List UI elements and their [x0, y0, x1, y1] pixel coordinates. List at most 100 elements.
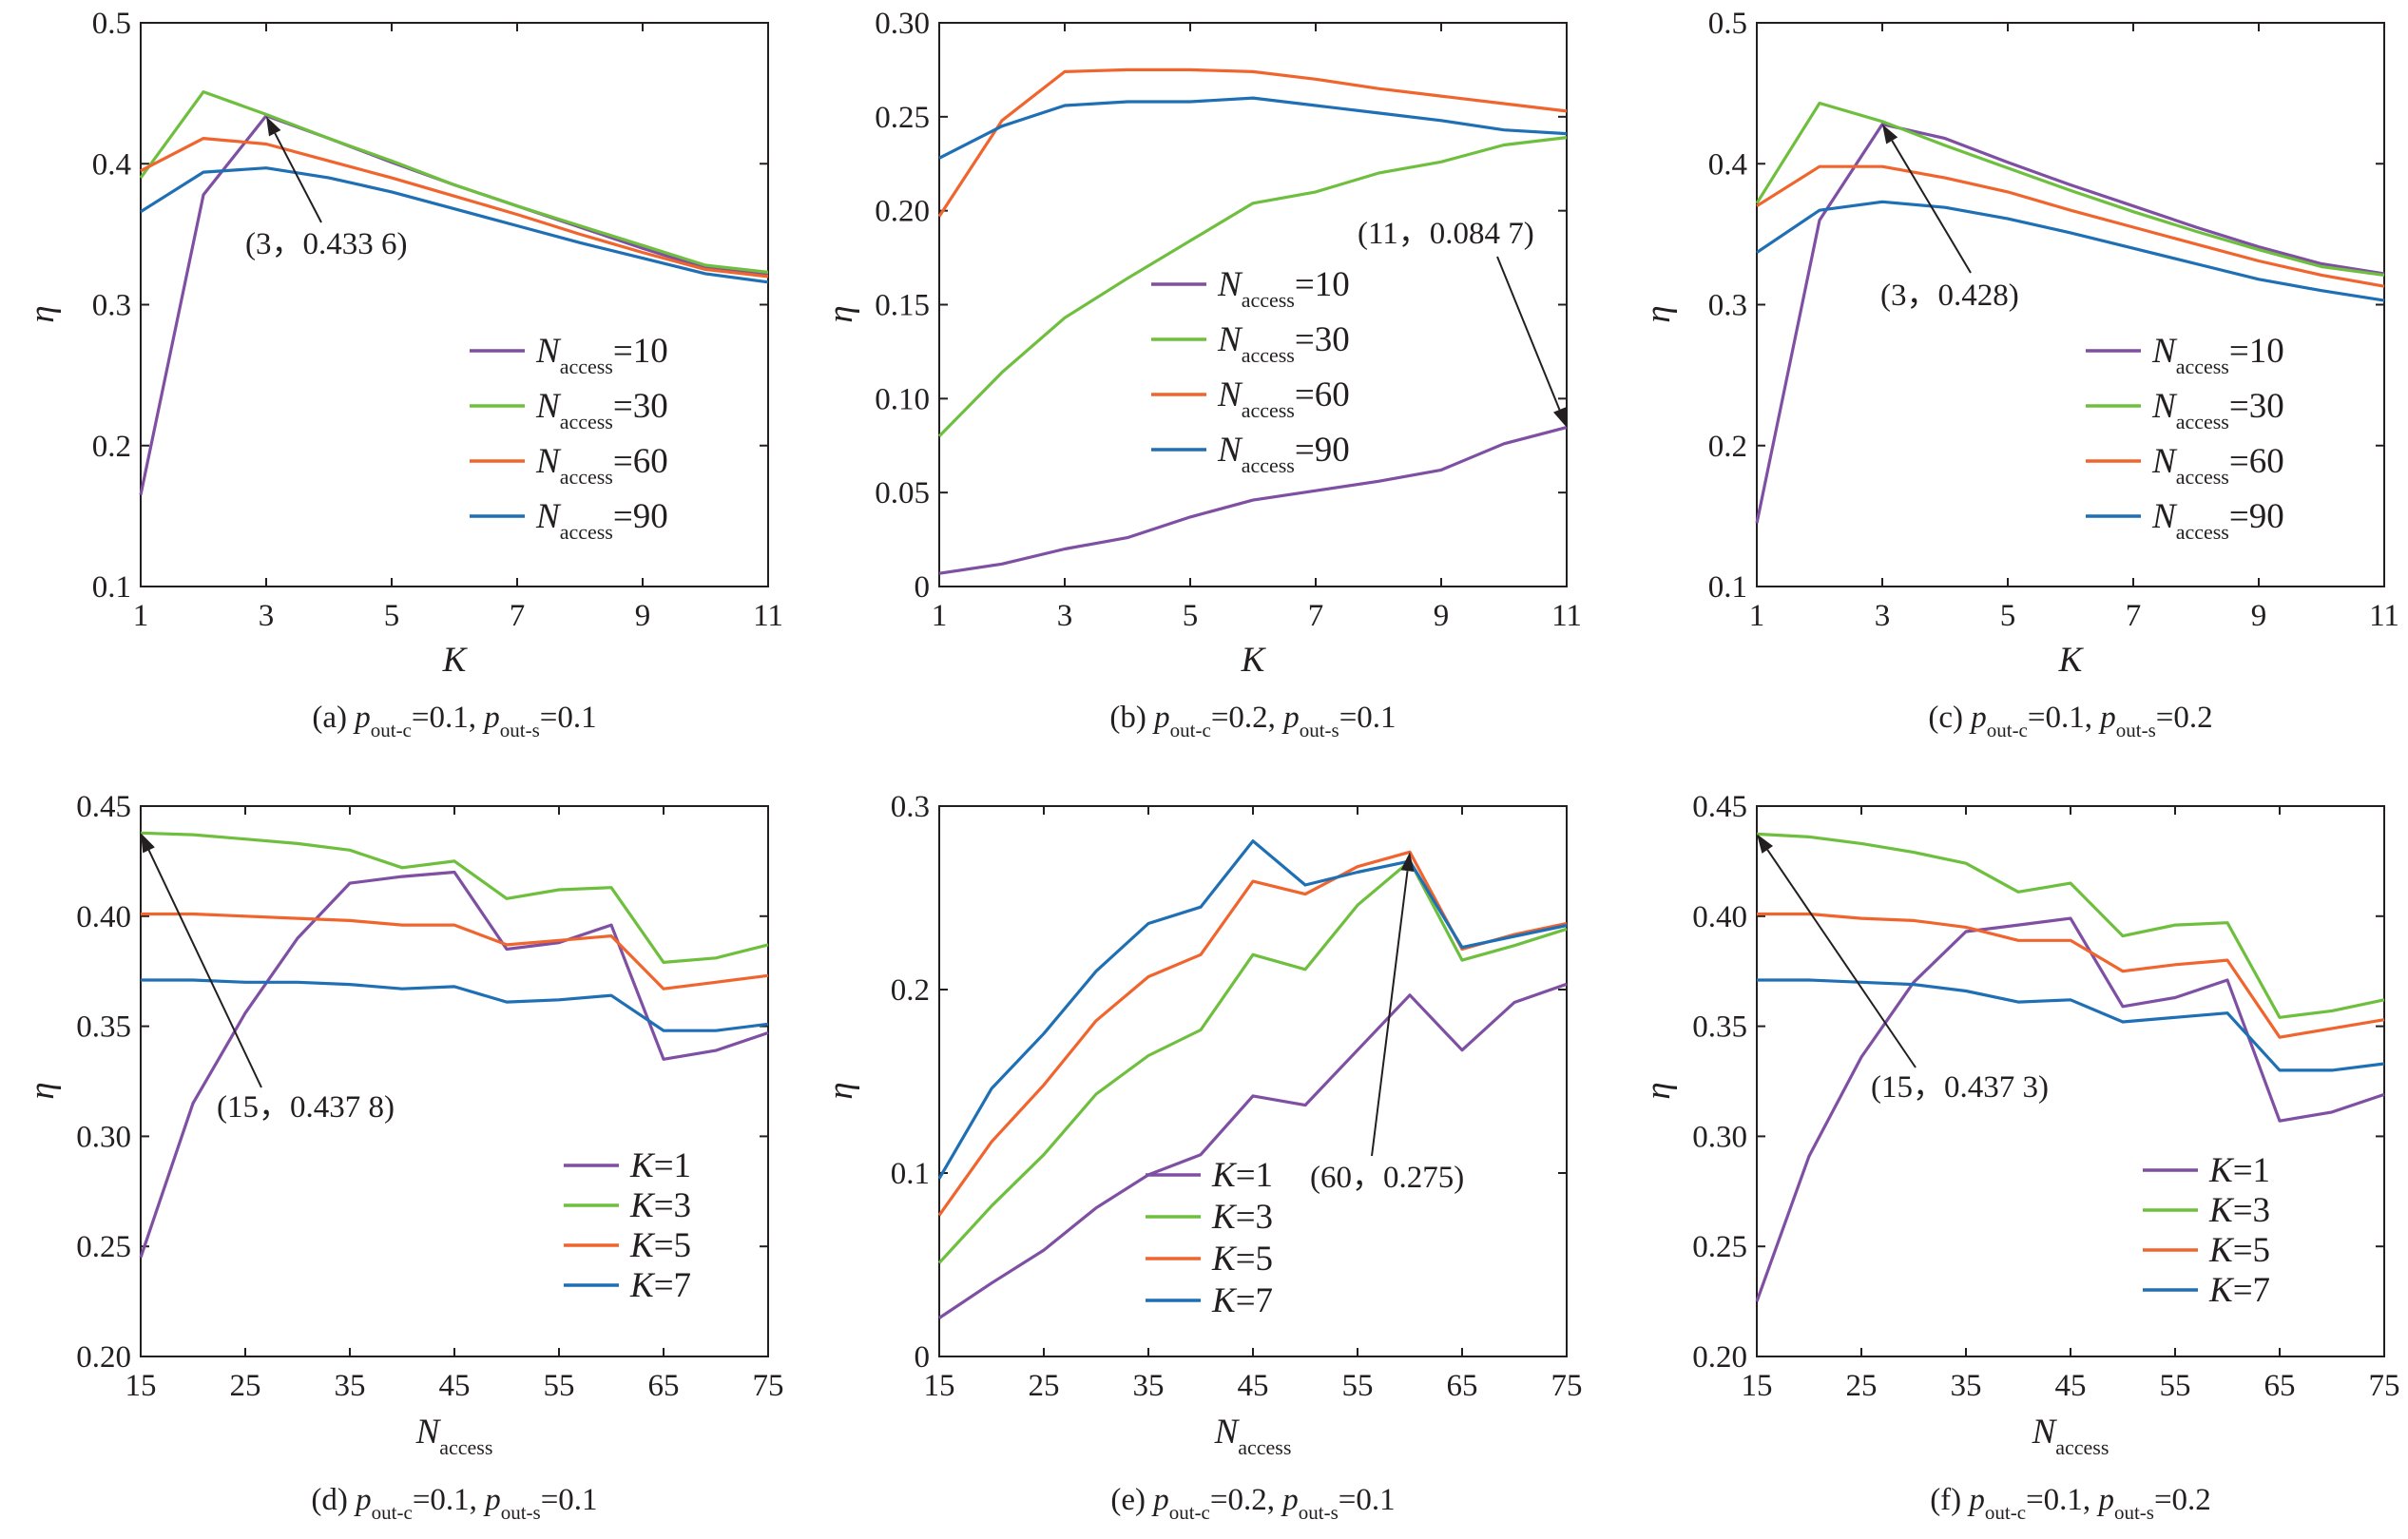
y-tick-label: 0.20: [76, 1340, 131, 1375]
plot-frame: [1756, 22, 2385, 587]
caption-sub: out-s: [2114, 1501, 2154, 1524]
legend-value: =90: [1295, 431, 1350, 470]
y-axis-label: η: [1639, 1082, 1678, 1099]
y-tick-label: 0.5: [92, 7, 131, 41]
chart-panel-c: 1 3 5 7 9 110.10.20.30.40.5KηNaccess=10Nacces…: [1639, 7, 2399, 741]
annotation-arrow-head: [1757, 834, 1774, 854]
caption-p: p: [354, 1483, 372, 1517]
x-axis-label-sub: access: [2055, 1435, 2109, 1459]
x-tick-label: 15: [924, 1369, 955, 1403]
annotation-arrow-line: [1371, 870, 1409, 1157]
legend-var: N: [1217, 375, 1243, 414]
x-tick-label: 25: [1029, 1369, 1060, 1403]
series-line-blue: [937, 839, 1568, 1180]
legend-entry: Naccess=30: [1217, 320, 1350, 367]
legend-entry: Naccess=60: [1217, 375, 1350, 422]
legend-value: =7: [1236, 1281, 1273, 1320]
caption-p: p: [1969, 701, 1987, 735]
x-tick-label: 1: [932, 599, 948, 633]
caption-p: p: [1967, 1483, 1985, 1517]
annotation-arrow-line: [1766, 849, 1917, 1068]
annotation-arrow-head: [1552, 407, 1567, 428]
x-tick-label: 45: [439, 1369, 471, 1403]
series-line-green: [1756, 832, 2385, 1019]
legend-value: =60: [2229, 442, 2284, 481]
x-tick-label: 75: [1551, 1369, 1583, 1403]
legend-var: N: [535, 442, 562, 481]
annotation-label: (15，0.437 3): [1871, 1070, 2049, 1105]
y-tick-label: 0.1: [1708, 570, 1747, 605]
legend-value: =30: [1295, 320, 1350, 359]
caption-sub: out-c: [1987, 719, 2028, 741]
annotation-label: (3，0.433 6): [245, 227, 407, 261]
legend-entry: K=1: [2208, 1151, 2270, 1190]
legend-value: =30: [613, 387, 668, 426]
legend-sub: access: [560, 465, 613, 489]
caption-p: p: [482, 701, 500, 735]
legend-var: N: [2151, 497, 2178, 536]
x-tick-label: 55: [2160, 1369, 2191, 1403]
x-axis-label-sub: access: [439, 1435, 492, 1459]
y-tick-label: 0.30: [1692, 1120, 1747, 1154]
legend-var: N: [2151, 442, 2178, 481]
y-axis-label: η: [23, 305, 62, 322]
legend-entry: Naccess=10: [535, 332, 668, 378]
y-tick-label: 0.3: [1708, 289, 1747, 323]
y-tick-label: 0.1: [92, 570, 131, 605]
legend-sub: access: [2176, 465, 2229, 489]
caption-value: =0.1: [541, 1483, 598, 1517]
legend-sub: access: [1242, 453, 1295, 477]
x-axis-label-main: K: [442, 641, 469, 680]
legend-var: K: [2208, 1151, 2235, 1190]
caption-p: p: [1151, 1483, 1169, 1517]
y-axis-label: η: [821, 1082, 860, 1099]
series-line-green: [937, 859, 1568, 1264]
caption-value: =0.2,: [1210, 1483, 1282, 1517]
panel-caption: (d) pout-c=0.1, pout-s=0.1: [311, 1483, 597, 1524]
caption-value: =0.1: [540, 701, 597, 735]
chart-panel-d: 15 25 35 45 55 65 75 0.20 0.25 0.30 0.35 0.40 0.45 Na…: [23, 790, 784, 1524]
legend-value: =3: [2233, 1191, 2270, 1230]
caption-value: =0.2,: [1211, 701, 1283, 735]
x-axis-label: Naccess: [2032, 1413, 2109, 1459]
y-tick-label: 0.05: [875, 476, 930, 510]
caption-value: =0.1,: [412, 701, 484, 735]
plot-frame: [140, 22, 769, 587]
legend-value: =60: [1295, 375, 1350, 414]
panel-caption: (f) pout-c=0.1, pout-s=0.2: [1930, 1483, 2211, 1524]
series-line-orange: [141, 912, 769, 991]
legend-sub: access: [560, 410, 613, 433]
legend-var: N: [1217, 431, 1243, 470]
legend-var: K: [629, 1146, 656, 1185]
caption-sub: out-s: [500, 719, 540, 741]
legend-entry: Naccess=90: [2151, 497, 2284, 544]
legend-value: =5: [2233, 1231, 2270, 1270]
series-line-blue: [1757, 978, 2385, 1072]
y-tick-label: 0.20: [1692, 1340, 1747, 1375]
legend-value: =1: [654, 1146, 691, 1185]
y-tick-label: 0.35: [76, 1010, 131, 1045]
y-tick-label: 0.2: [1708, 430, 1747, 464]
x-tick-label: 45: [2055, 1369, 2087, 1403]
y-tick-label: 0.4: [1708, 147, 1747, 182]
x-tick-label: 35: [1133, 1369, 1165, 1403]
legend-entry: Naccess=90: [535, 497, 668, 544]
x-axis-label: K: [442, 641, 469, 680]
y-tick-label: 0.1: [891, 1157, 930, 1191]
series-line-blue: [938, 96, 1568, 160]
caption-sub: out-s: [1299, 1501, 1339, 1524]
legend-var: K: [2208, 1191, 2235, 1230]
series-line-purple: [1755, 123, 2385, 524]
x-tick-label: 75: [2369, 1369, 2400, 1403]
panel-caption: (c) pout-c=0.1, pout-s=0.2: [1928, 701, 2212, 741]
series-line-blue: [140, 166, 769, 284]
legend-sub: access: [2176, 410, 2229, 433]
caption-sub: out-s: [501, 1501, 541, 1524]
legend-entry: K=3: [1211, 1198, 1273, 1237]
x-tick-label: 65: [1447, 1369, 1478, 1403]
x-tick-label: 7: [2126, 599, 2142, 633]
y-tick-label: 0.25: [875, 101, 930, 135]
legend-entry: Naccess=30: [535, 387, 668, 433]
legend-var: K: [629, 1226, 656, 1265]
x-tick-label: 9: [2251, 599, 2267, 633]
